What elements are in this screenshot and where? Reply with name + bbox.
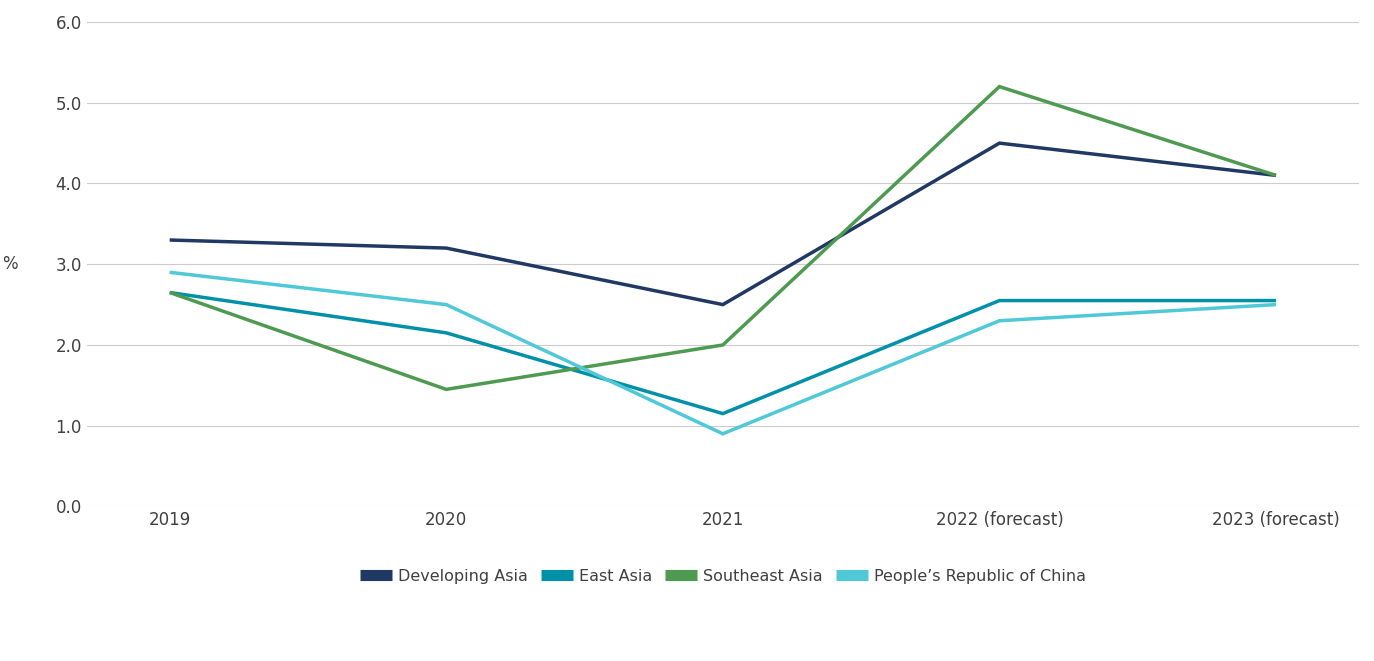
Developing Asia xyxy=(161,236,177,244)
East Asia xyxy=(1268,297,1285,305)
People’s Republic of China xyxy=(714,430,731,438)
Text: %: % xyxy=(3,255,18,273)
Developing Asia xyxy=(991,139,1007,147)
Developing Asia xyxy=(1268,171,1285,179)
People’s Republic of China xyxy=(161,268,177,276)
People’s Republic of China xyxy=(438,301,455,309)
East Asia xyxy=(991,297,1007,305)
East Asia xyxy=(161,288,177,296)
People’s Republic of China xyxy=(1268,301,1285,309)
Southeast Asia xyxy=(161,288,177,296)
Legend: Developing Asia, East Asia, Southeast Asia, People’s Republic of China: Developing Asia, East Asia, Southeast As… xyxy=(353,563,1092,591)
Southeast Asia xyxy=(991,83,1007,91)
Line: Developing Asia: Developing Asia xyxy=(169,143,1276,305)
East Asia xyxy=(438,329,455,337)
Developing Asia xyxy=(714,301,731,309)
Line: Southeast Asia: Southeast Asia xyxy=(169,87,1276,389)
Line: People’s Republic of China: People’s Republic of China xyxy=(169,272,1276,434)
Southeast Asia xyxy=(438,385,455,393)
Developing Asia xyxy=(438,244,455,252)
Line: East Asia: East Asia xyxy=(169,292,1276,414)
Southeast Asia xyxy=(1268,171,1285,179)
People’s Republic of China xyxy=(991,317,1007,325)
Southeast Asia xyxy=(714,341,731,349)
East Asia xyxy=(714,410,731,418)
